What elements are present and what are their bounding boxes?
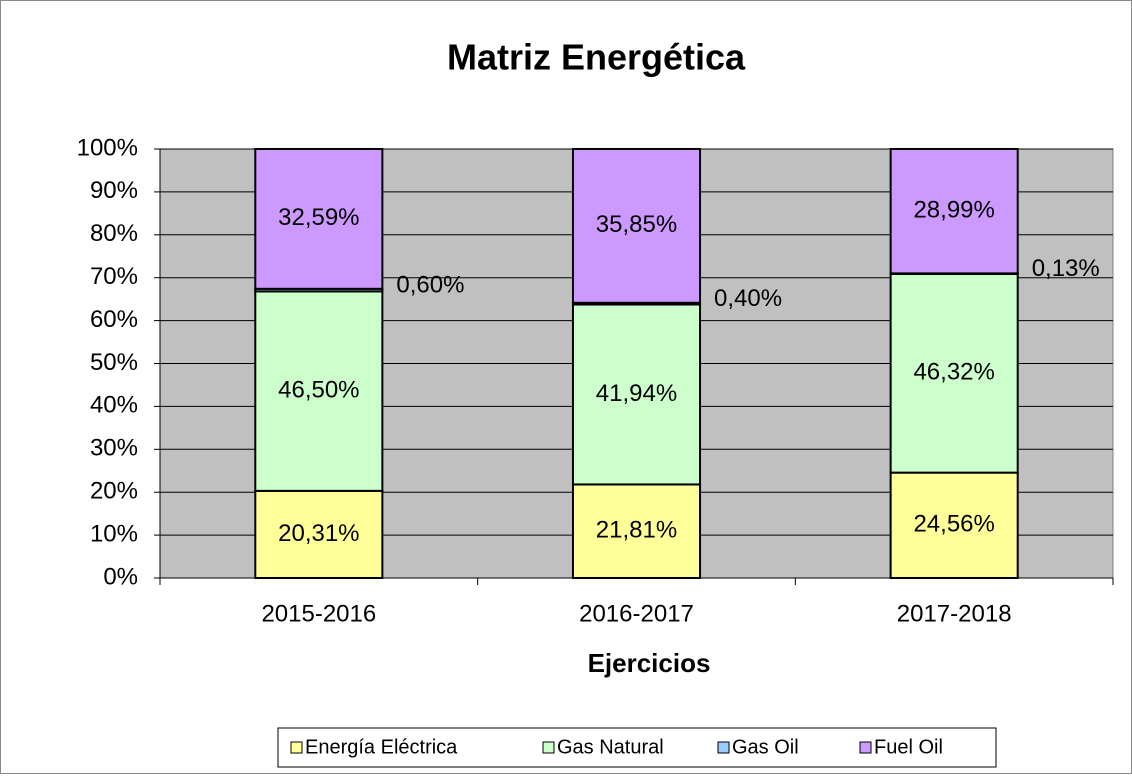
data-label: 0,40% (714, 285, 782, 312)
bar-segment (571, 303, 702, 486)
y-tick-label: 50% (90, 349, 138, 376)
bar-segment (571, 483, 702, 579)
y-tick-label: 40% (90, 392, 138, 419)
legend-label: Fuel Oil (874, 736, 943, 758)
y-tick-label: 70% (90, 263, 138, 290)
x-tick-label: 2017-2018 (897, 600, 1012, 627)
bar-segment (889, 272, 1019, 474)
legend-swatch (717, 741, 730, 754)
legend-swatch (290, 741, 303, 754)
y-tick-label: 0% (103, 563, 138, 590)
bar-segment (254, 148, 384, 290)
data-label: 41,94% (596, 380, 677, 407)
data-label: 46,32% (913, 359, 994, 386)
data-label: 46,50% (278, 376, 359, 403)
bar-segment (571, 148, 702, 304)
y-tick-label: 20% (90, 478, 138, 505)
bar-segment (889, 471, 1019, 579)
data-label: 32,59% (278, 204, 359, 231)
data-label: 28,99% (913, 197, 994, 224)
data-label: 24,56% (913, 511, 994, 538)
data-label: 20,31% (278, 520, 359, 547)
data-label: 21,81% (596, 517, 677, 544)
data-label: 0,13% (1032, 255, 1100, 282)
legend-label: Gas Natural (557, 736, 664, 758)
y-tick-label: 10% (90, 520, 138, 547)
x-axis-label: Ejercicios (588, 648, 711, 678)
chart-title: Matriz Energética (447, 37, 746, 78)
bar-segment (889, 148, 1019, 275)
legend-swatch (859, 741, 872, 754)
x-tick-label: 2016-2017 (579, 600, 694, 627)
x-tick-label: 2015-2016 (261, 600, 376, 627)
legend-box (277, 727, 997, 768)
data-label: 0,60% (396, 271, 464, 298)
data-label: 35,85% (596, 211, 677, 238)
legend-label: Energía Eléctrica (305, 736, 458, 758)
bar-segment (254, 489, 384, 579)
legend-label: Gas Oil (732, 736, 799, 758)
y-tick-label: 30% (90, 435, 138, 462)
legend-swatch (542, 741, 555, 754)
y-tick-label: 90% (90, 177, 138, 204)
y-tick-label: 100% (77, 134, 138, 161)
y-tick-label: 60% (90, 306, 138, 333)
y-tick-label: 80% (90, 220, 138, 247)
